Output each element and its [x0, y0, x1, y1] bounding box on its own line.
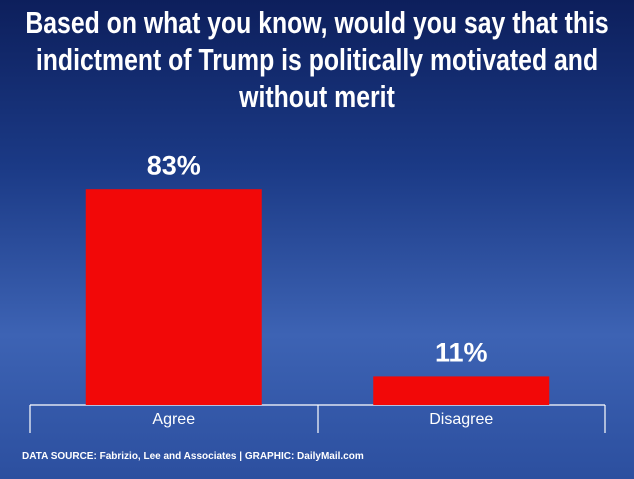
x-tick-label: Disagree [429, 411, 493, 428]
source-note: DATA SOURCE: Fabrizio, Lee and Associate… [22, 451, 364, 462]
value-label: 11% [435, 338, 488, 368]
bar [85, 189, 262, 405]
value-label: 83% [147, 150, 201, 180]
chart-title: Based on what you know, would you say th… [25, 5, 609, 114]
title-container: Based on what you know, would you say th… [0, 4, 634, 115]
x-tick-label: Agree [152, 411, 195, 428]
bar [373, 376, 550, 405]
